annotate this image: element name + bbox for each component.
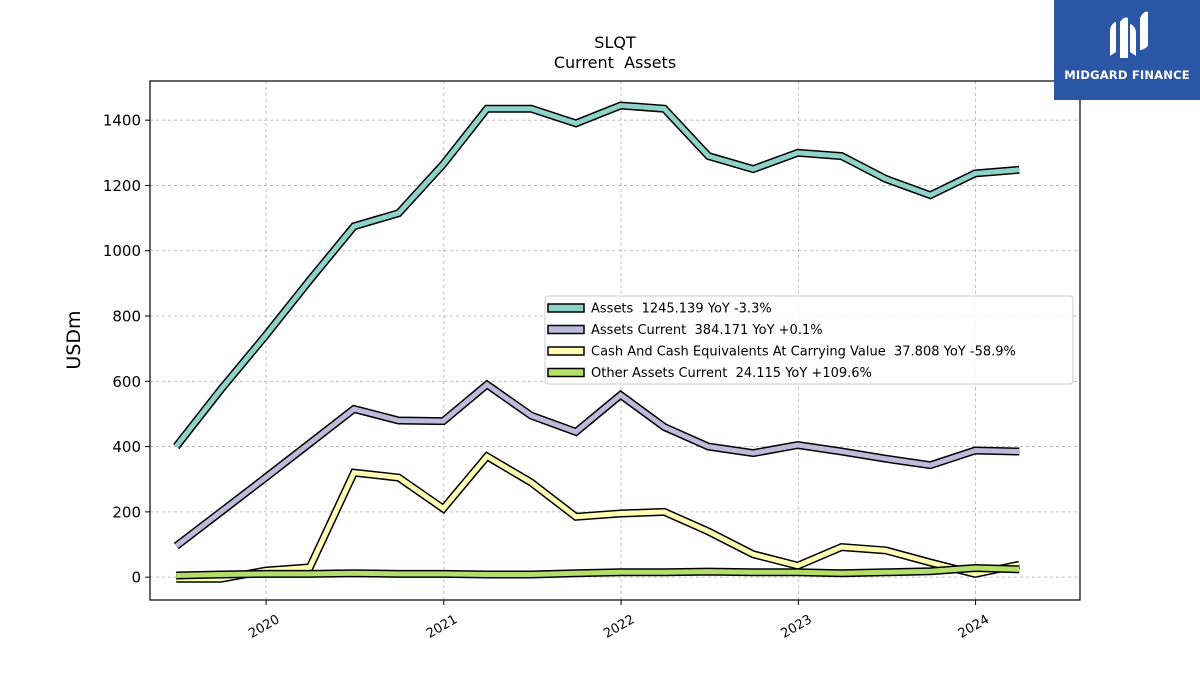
chart-subtitle: Current Assets [554,53,676,72]
legend-box [544,295,1074,385]
legend-swatch-1 [547,324,585,335]
y-tick-label: 600 [112,373,141,391]
y-tick-label: 800 [112,308,141,326]
x-axis: 2020 2021 2022 2023 2024 [246,600,992,642]
legend: Assets 1245.139 YoY -3.3% Assets Current … [544,295,1074,385]
legend-swatch-3 [547,367,585,378]
series-line-1 [174,381,1020,549]
series-line-2 [176,453,1020,582]
brand-name: MIDGARD FINANCE [1064,68,1190,82]
x-tick-label: 2021 [424,612,460,642]
legend-label-0: Assets 1245.139 YoY -3.3% [591,302,772,317]
y-axis: 0 200 400 600 800 1000 1200 1400 [103,112,150,587]
legend-label-1: Assets Current 384.171 YoY +0.1% [591,323,823,338]
y-tick-label: 0 [131,569,141,587]
chart-title: SLQT [594,33,636,52]
legend-swatch-2 [547,346,585,356]
series-outline-1 [173,379,1020,550]
x-tick-label: 2023 [778,612,814,642]
series-outline-0 [173,101,1020,450]
y-tick-label: 1000 [103,242,141,260]
y-tick-label: 200 [112,503,141,521]
y-tick-label: 1200 [103,177,141,195]
brand-logo: MIDGARD FINANCE [1054,0,1200,100]
series-group [173,101,1021,583]
y-axis-label: USDm [63,310,85,369]
legend-label-2: Cash And Cash Equivalents At Carrying Va… [591,345,1016,360]
y-tick-label: 1400 [103,112,141,130]
plot-area-frame [149,80,1081,601]
x-tick-label: 2020 [246,612,282,642]
legend-swatch-0 [547,303,585,313]
series-line-3 [176,565,1020,578]
series-line-0 [174,102,1020,449]
brand-mark-icon [1110,11,1148,58]
y-tick-label: 400 [112,438,141,456]
x-tick-label: 2024 [956,612,992,642]
legend-label-3: Other Assets Current 24.115 YoY +109.6% [591,366,872,381]
x-tick-label: 2022 [601,612,637,642]
